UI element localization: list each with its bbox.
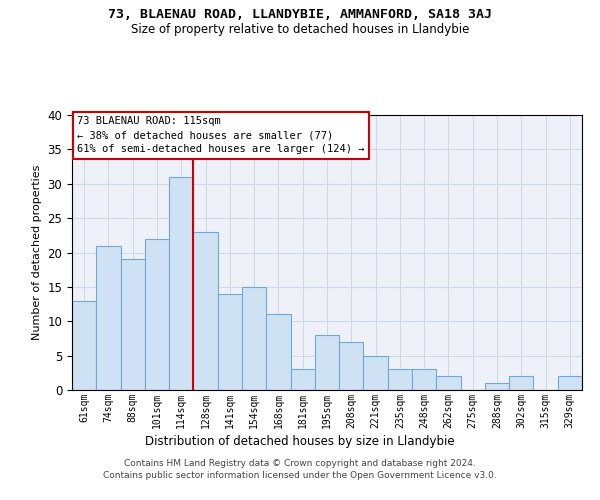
Bar xyxy=(315,335,339,390)
Bar xyxy=(96,246,121,390)
Bar xyxy=(218,294,242,390)
Bar xyxy=(364,356,388,390)
Bar xyxy=(242,287,266,390)
Bar xyxy=(436,376,461,390)
Bar xyxy=(193,232,218,390)
Text: Distribution of detached houses by size in Llandybie: Distribution of detached houses by size … xyxy=(145,435,455,448)
Bar xyxy=(339,342,364,390)
Bar xyxy=(290,370,315,390)
Bar xyxy=(509,376,533,390)
Bar xyxy=(121,260,145,390)
Bar xyxy=(558,376,582,390)
Y-axis label: Number of detached properties: Number of detached properties xyxy=(32,165,42,340)
Bar xyxy=(145,239,169,390)
Bar xyxy=(72,300,96,390)
Text: Size of property relative to detached houses in Llandybie: Size of property relative to detached ho… xyxy=(131,22,469,36)
Text: 73 BLAENAU ROAD: 115sqm
← 38% of detached houses are smaller (77)
61% of semi-de: 73 BLAENAU ROAD: 115sqm ← 38% of detache… xyxy=(77,116,365,154)
Bar xyxy=(169,177,193,390)
Bar xyxy=(266,314,290,390)
Bar xyxy=(388,370,412,390)
Bar xyxy=(412,370,436,390)
Text: 73, BLAENAU ROAD, LLANDYBIE, AMMANFORD, SA18 3AJ: 73, BLAENAU ROAD, LLANDYBIE, AMMANFORD, … xyxy=(108,8,492,20)
Bar xyxy=(485,383,509,390)
Text: Contains HM Land Registry data © Crown copyright and database right 2024.
Contai: Contains HM Land Registry data © Crown c… xyxy=(103,458,497,480)
